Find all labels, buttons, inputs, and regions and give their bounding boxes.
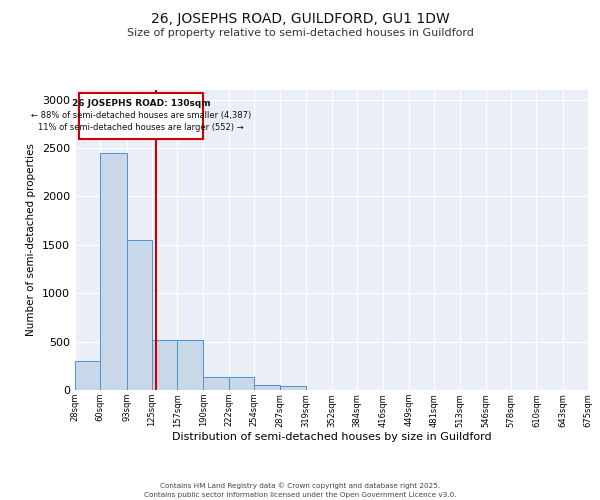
Bar <box>152 340 177 390</box>
Text: ← 88% of semi-detached houses are smaller (4,387): ← 88% of semi-detached houses are smalle… <box>31 111 251 120</box>
Text: Size of property relative to semi-detached houses in Guildford: Size of property relative to semi-detach… <box>127 28 473 38</box>
Bar <box>280 386 306 390</box>
Text: 26 JOSEPHS ROAD: 130sqm: 26 JOSEPHS ROAD: 130sqm <box>72 98 211 108</box>
Y-axis label: Number of semi-detached properties: Number of semi-detached properties <box>26 144 37 336</box>
Bar <box>127 240 152 390</box>
X-axis label: Distribution of semi-detached houses by size in Guildford: Distribution of semi-detached houses by … <box>172 432 491 442</box>
FancyBboxPatch shape <box>79 93 203 140</box>
Bar <box>254 384 280 390</box>
Text: 11% of semi-detached houses are larger (552) →: 11% of semi-detached houses are larger (… <box>38 123 244 132</box>
Text: Contains HM Land Registry data © Crown copyright and database right 2025.
Contai: Contains HM Land Registry data © Crown c… <box>144 482 456 498</box>
Bar <box>203 378 229 390</box>
Text: 26, JOSEPHS ROAD, GUILDFORD, GU1 1DW: 26, JOSEPHS ROAD, GUILDFORD, GU1 1DW <box>151 12 449 26</box>
Bar <box>75 361 100 390</box>
Bar <box>229 378 254 390</box>
Bar <box>177 340 203 390</box>
Bar <box>100 153 127 390</box>
